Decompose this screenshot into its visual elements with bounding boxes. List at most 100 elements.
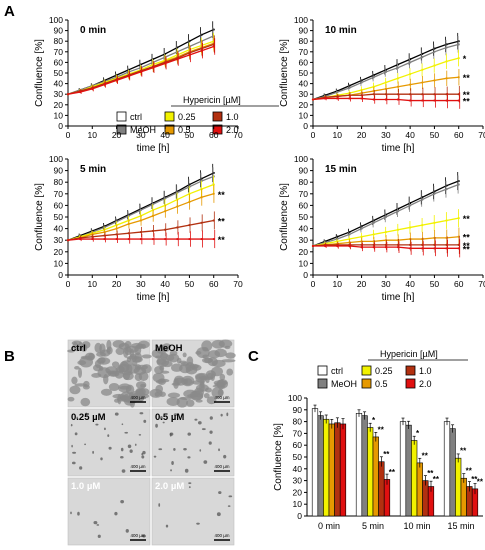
- cell-cluster: [105, 366, 119, 374]
- data-point: [421, 56, 424, 59]
- data-point: [409, 83, 412, 86]
- x-tick-label: 30: [136, 279, 146, 289]
- cell-cluster: [108, 382, 120, 392]
- cell-cluster: [188, 486, 191, 489]
- y-tick-label: 40: [54, 79, 64, 89]
- cell-cluster: [129, 449, 133, 453]
- data-point: [445, 77, 448, 80]
- legend-item-c05: 0.5: [164, 124, 191, 135]
- cell-cluster: [220, 413, 223, 417]
- y-tick-label: 30: [54, 235, 64, 245]
- data-point: [409, 61, 412, 64]
- data-point: [188, 224, 191, 227]
- cell-cluster: [100, 360, 105, 364]
- cell-cluster: [218, 339, 233, 348]
- data-point: [372, 76, 375, 79]
- data-point: [433, 99, 436, 102]
- cell-cluster: [176, 397, 188, 408]
- bar-ctrl: [443, 421, 451, 517]
- data-point: [409, 243, 412, 246]
- legend-label: 2.0: [226, 125, 239, 135]
- series-c05: [66, 184, 215, 242]
- x-tick-label: 40: [160, 130, 170, 140]
- data-point: [360, 81, 363, 84]
- y-tick-label: 60: [299, 200, 309, 210]
- data-point: [409, 226, 412, 229]
- cell-cluster: [208, 441, 212, 445]
- x-tick-label: 60: [209, 130, 219, 140]
- data-point: [421, 93, 424, 96]
- y-tick-label: 80: [54, 36, 64, 46]
- bar-c05: [416, 462, 423, 517]
- category-label: 15 min: [447, 521, 474, 531]
- series-MeOH: [311, 36, 460, 101]
- data-point: [103, 83, 106, 86]
- cell-cluster: [124, 431, 129, 434]
- cell-cluster: [203, 460, 208, 464]
- data-point: [139, 219, 142, 222]
- y-tick-label: 70: [299, 189, 309, 199]
- data-point: [372, 98, 375, 101]
- significance-mark: **: [218, 235, 226, 245]
- y-tick-label: 30: [299, 89, 309, 99]
- chart-title: 5 min: [80, 164, 106, 175]
- cell-cluster: [111, 361, 120, 368]
- legend-swatch: [361, 378, 372, 389]
- y-tick-label: 20: [54, 247, 64, 257]
- cell-cluster: [173, 448, 176, 451]
- data-point: [421, 68, 424, 71]
- data-point: [176, 237, 179, 241]
- cell-cluster: [217, 388, 224, 397]
- x-axis-label: time [h]: [382, 143, 415, 154]
- y-tick-label: 0: [303, 121, 308, 131]
- cell-cluster: [127, 444, 132, 449]
- cell-cluster: [166, 397, 180, 406]
- legend-swatch: [317, 365, 328, 376]
- series-line: [67, 172, 214, 241]
- data-point: [445, 93, 448, 96]
- cell-cluster: [114, 511, 118, 516]
- legend-panel-c: Hypericin [µM] ctrl MeOH 0.25 0.5 1.0 2.0: [317, 349, 468, 389]
- data-point: [151, 214, 155, 217]
- chart-title: 0 min: [80, 25, 106, 36]
- cell-cluster: [203, 393, 210, 399]
- cell-cluster: [228, 495, 233, 498]
- data-point: [396, 243, 400, 246]
- bar-ctrl: [311, 408, 319, 517]
- cell-cluster: [78, 341, 83, 352]
- cell-cluster: [187, 432, 191, 436]
- legend-swatch: [164, 111, 175, 122]
- cell-cluster: [106, 348, 111, 353]
- cell-cluster: [70, 423, 73, 427]
- cell-cluster: [155, 345, 168, 354]
- data-point: [421, 247, 424, 250]
- y-tick-label: 10: [299, 258, 309, 268]
- data-point: [457, 243, 460, 246]
- cell-cluster: [83, 380, 90, 388]
- cell-cluster: [121, 469, 126, 473]
- legend-title: Hypericin [µM]: [380, 349, 438, 359]
- data-point: [115, 237, 118, 241]
- data-point: [139, 70, 142, 74]
- cell-cluster: [168, 353, 180, 363]
- data-point: [409, 204, 412, 207]
- cell-cluster: [123, 347, 129, 358]
- data-point: [212, 192, 215, 195]
- data-point: [336, 95, 339, 98]
- cell-cluster: [129, 349, 135, 358]
- x-tick-label: 30: [381, 130, 391, 140]
- y-tick-label: 70: [299, 47, 309, 57]
- cell-cluster: [161, 360, 173, 368]
- data-point: [139, 208, 142, 212]
- cell-cluster: [197, 421, 202, 425]
- y-tick-label: 10: [54, 110, 64, 120]
- data-point: [409, 93, 412, 96]
- data-point: [457, 93, 460, 96]
- cell-cluster: [217, 378, 229, 389]
- data-point: [188, 51, 191, 54]
- data-point: [433, 221, 436, 224]
- data-point: [91, 87, 94, 90]
- legend-item-c025: 0.25: [164, 111, 196, 122]
- chart-title: 15 min: [325, 164, 357, 175]
